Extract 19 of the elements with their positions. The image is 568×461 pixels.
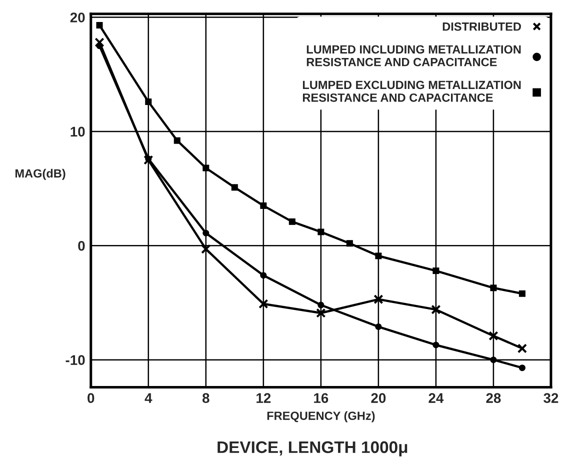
x-tick-label: 16 xyxy=(314,393,328,403)
x-tick-label: 12 xyxy=(256,393,271,403)
x-tick-label: 28 xyxy=(486,393,501,403)
legend-label: LUMPED EXCLUDING METALLIZATION RESISTANCE AND CAPACITANCE xyxy=(302,80,521,102)
y-axis-title: MAG(dB) xyxy=(15,168,66,180)
x-tick-label: 4 xyxy=(144,393,152,403)
x-tick-label: 8 xyxy=(202,393,210,403)
x-tick-label: 20 xyxy=(371,393,386,403)
x-tick-label: 24 xyxy=(428,393,444,403)
legend-label: LUMPED INCLUDING METALLIZATION RESISTANCE AND CAPACITANCE xyxy=(306,45,521,66)
y-tick-label: -10 xyxy=(66,355,85,366)
y-tick-label: 0 xyxy=(78,240,85,251)
y-tick-label: 20 xyxy=(70,12,85,22)
x-axis-title: FREQUENCY (GHz) xyxy=(267,411,375,422)
x-tick-label: 0 xyxy=(88,393,94,403)
legend-label: DISTRIBUTED xyxy=(442,22,521,31)
y-tick-label: 10 xyxy=(70,126,85,137)
text: DEVICE, LENGTH 1000μ xyxy=(218,441,408,456)
x-tick-label: 32 xyxy=(544,393,558,404)
